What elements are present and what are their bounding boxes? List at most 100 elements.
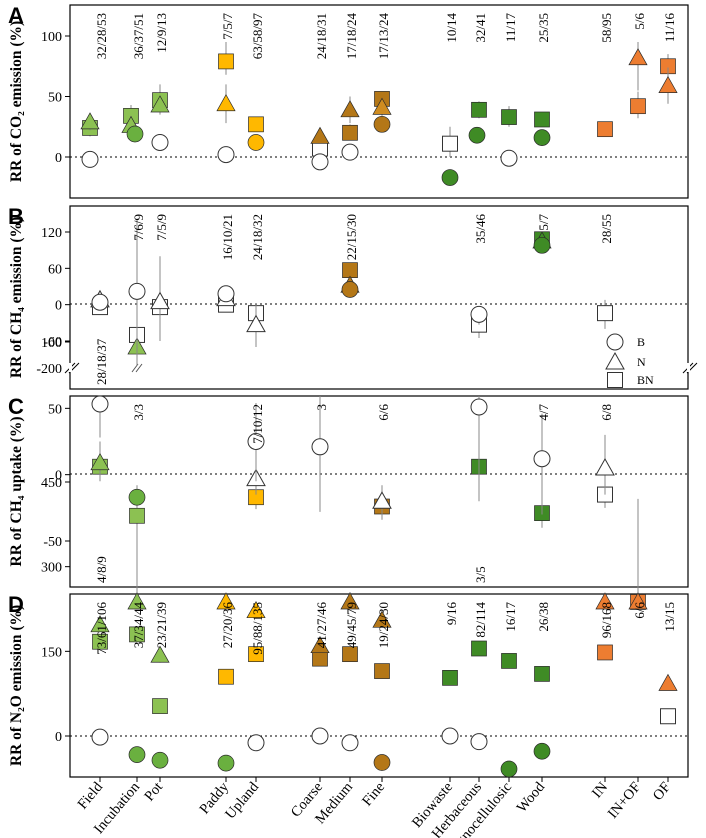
marker-N-upland	[246, 314, 266, 333]
n-label: 17/18/24	[344, 13, 359, 60]
x-tick-label: IN+OF	[605, 779, 644, 821]
marker-N-medium	[340, 100, 360, 118]
n-label: 19/24/30	[376, 602, 391, 648]
marker-N-coarse	[310, 635, 330, 654]
marker-B-incubation	[128, 746, 146, 763]
y-tick-label: -60	[43, 335, 62, 350]
n-label: 16/17	[503, 602, 518, 632]
marker-N-pot	[150, 645, 170, 663]
n-label: 27/20/36	[220, 602, 235, 649]
n-label: 11/17	[503, 13, 518, 43]
marker-BN-upland	[248, 646, 264, 663]
series-break-mark	[131, 363, 143, 373]
marker-N-in	[595, 458, 615, 476]
n-label: 6/6	[632, 602, 647, 619]
n-label: 17/13/24	[376, 13, 391, 60]
marker-B-coarse	[311, 727, 329, 745]
n-label: 9/16	[444, 602, 459, 626]
marker-N-paddy	[216, 592, 236, 610]
marker-BN-wood	[534, 666, 550, 682]
x-tick-label: Wood	[514, 779, 549, 816]
y-tick-label: 100	[41, 336, 62, 351]
marker-B-upland	[247, 134, 265, 151]
n-label: 7/5/7	[220, 13, 235, 40]
legend-label: N	[637, 355, 646, 369]
panel-letter: D	[8, 592, 24, 617]
marker-B-field	[81, 150, 99, 168]
marker-N-fine	[372, 97, 392, 115]
marker-BN-herbaceous	[471, 640, 487, 657]
marker-BN-field	[92, 633, 108, 650]
marker-N-field	[90, 615, 110, 633]
marker-N-field	[80, 112, 100, 130]
marker-B-incubation	[128, 488, 146, 506]
marker-B-herbaceous	[470, 305, 488, 323]
y-tick-label: 450	[41, 476, 62, 491]
marker-BN-inof	[630, 98, 646, 115]
n-label: 32/28/53	[94, 13, 109, 59]
n-label: 6/6	[376, 404, 391, 421]
marker-B-herbaceous	[470, 733, 488, 751]
x-tick-label: Upland	[222, 779, 262, 823]
n-label: 16/10/21	[220, 214, 235, 260]
panel-letter: A	[8, 3, 24, 28]
x-tick-label: Field	[75, 779, 107, 813]
x-tick-label: Fine	[359, 779, 388, 809]
marker-B-pot	[151, 133, 169, 151]
marker-B-pot	[151, 751, 169, 769]
marker-BN-medium	[342, 262, 358, 278]
marker-BN-lignocellulosic	[501, 653, 517, 669]
marker-N-paddy	[216, 94, 236, 112]
marker-B-incubation	[126, 125, 144, 143]
axis-break-gap	[687, 363, 690, 372]
n-label: 58/95	[599, 13, 614, 43]
marker-B-medium	[341, 143, 359, 161]
n-label: 35/46	[473, 214, 488, 244]
n-label: 13/15	[662, 602, 677, 632]
marker-N-upland	[246, 600, 266, 619]
marker-BN-fine	[374, 663, 390, 679]
marker-N-field	[90, 453, 110, 471]
y-tick-label: 50	[48, 91, 62, 106]
n-label: 82/114	[473, 602, 488, 638]
marker-B-wood	[533, 742, 551, 760]
n-label: 63/58/97	[250, 13, 265, 60]
panel-A: A 0 50 100 RR of CO₂ emission (%) 32/28/53 36/…	[8, 3, 689, 199]
marker-BN-pot	[152, 698, 168, 714]
n-label-bottom: 28/18/37	[94, 338, 109, 385]
legend-marker-B	[606, 333, 624, 351]
n-label: 12/9/13	[154, 13, 169, 53]
marker-B-lignocellulosic	[500, 149, 518, 167]
y-axis-label: RR of CH₄ uptake (%)	[8, 416, 25, 566]
n-label: 24/18/31	[314, 13, 329, 59]
n-label: 73/61/106	[94, 602, 109, 655]
panel-letter: C	[8, 394, 24, 419]
marker-B-field	[91, 728, 109, 746]
marker-B-paddy	[217, 285, 235, 303]
marker-B-fine	[373, 115, 391, 133]
marker-B-paddy	[217, 754, 235, 772]
marker-BN-in	[597, 305, 613, 322]
n-label: 11/16	[662, 13, 677, 43]
legend-marker-N	[605, 351, 625, 370]
marker-N-fine	[372, 610, 392, 628]
marker-BN-in	[597, 644, 613, 661]
y-axis-label: RR of CH₄ emission (%)	[8, 217, 25, 378]
marker-B-wood	[533, 450, 551, 468]
marker-B-medium	[341, 734, 359, 752]
marker-N-in	[595, 592, 615, 610]
marker-BN-wood	[534, 111, 550, 128]
y-tick-label: 120	[41, 226, 62, 241]
marker-N-coarse	[310, 126, 330, 144]
panel-D: D 450 300 150 0 RR of N₂O emission (%) 73/61/1…	[8, 476, 689, 778]
marker-BN-paddy	[218, 53, 234, 70]
marker-B-medium	[341, 281, 359, 298]
panel-frame	[69, 395, 689, 588]
axis-break-gap	[69, 363, 72, 372]
marker-B-field	[91, 395, 109, 413]
marker-BN-of	[660, 708, 676, 725]
n-label: 5/6	[632, 13, 647, 30]
y-tick-label: 50	[48, 402, 62, 417]
